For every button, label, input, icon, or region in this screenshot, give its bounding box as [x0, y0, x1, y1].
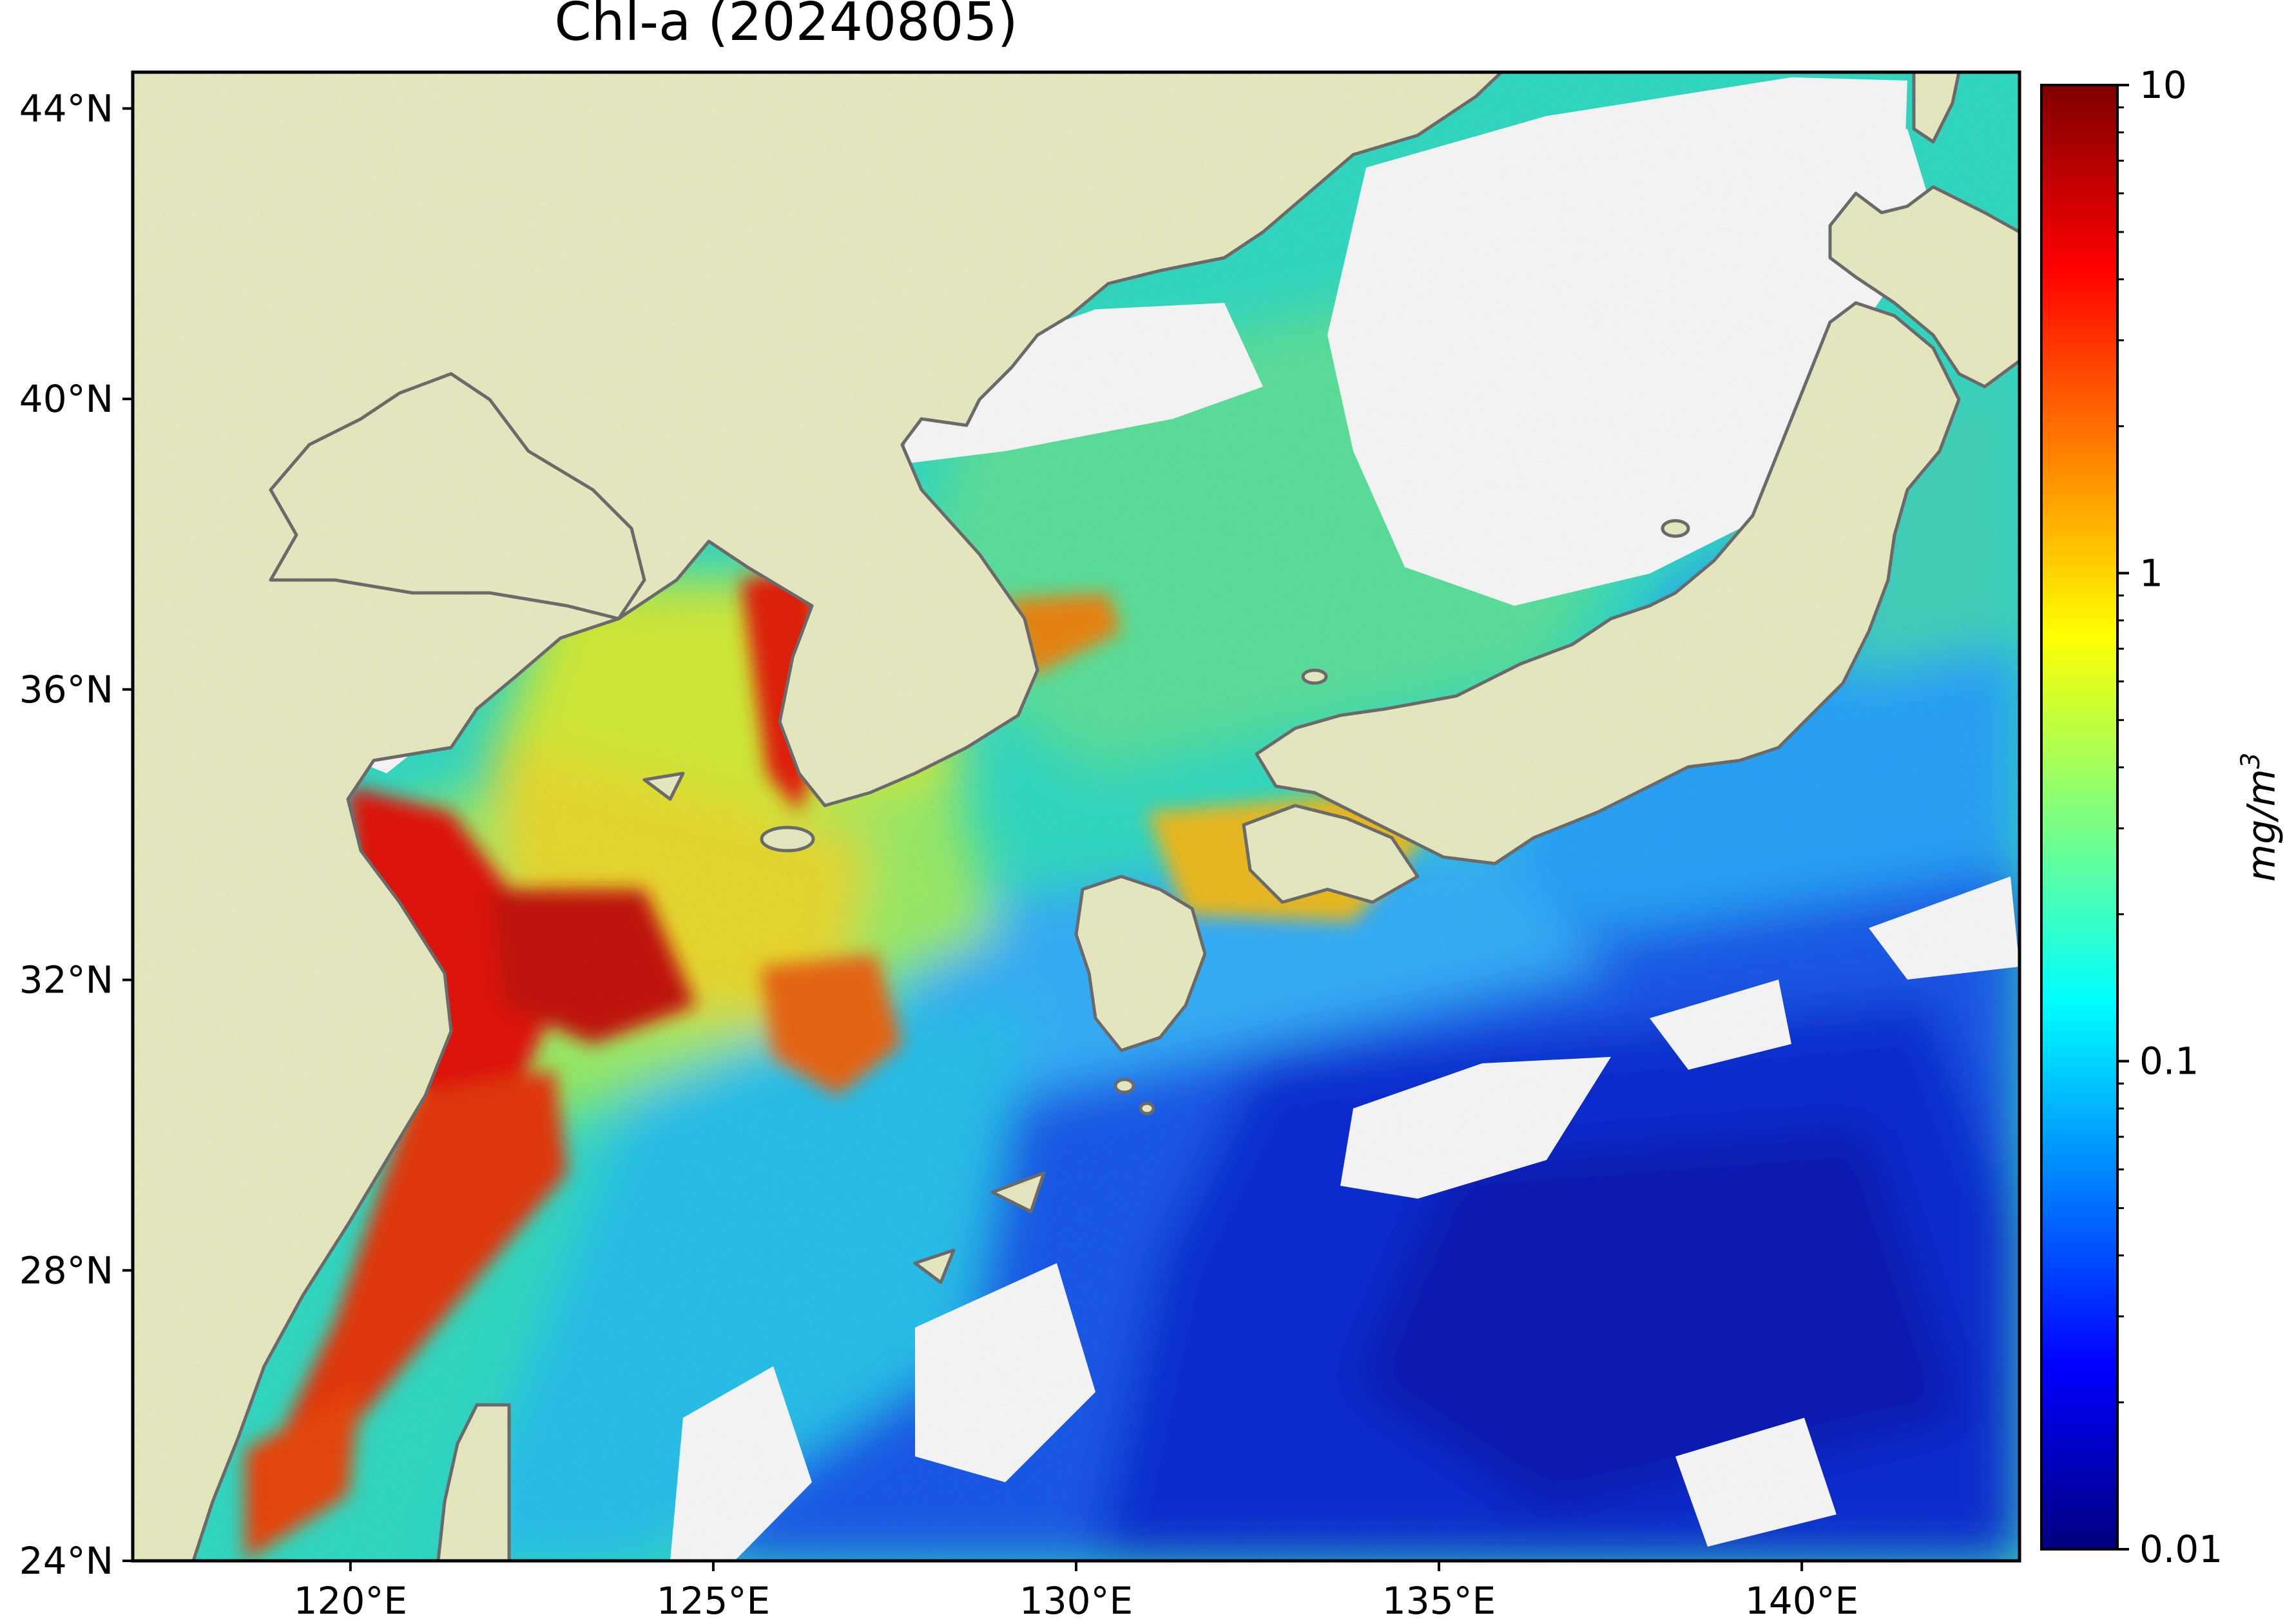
colorbar-tick-label: 0.01 — [2139, 1527, 2222, 1571]
longitude-axis: 120°E 125°E 130°E 135°E 140°E — [294, 1561, 1858, 1623]
lat-tick-label: 36°N — [19, 668, 113, 711]
lon-tick-label: 130°E — [1019, 1579, 1133, 1623]
map-panel — [133, 72, 2020, 1561]
texture-grain — [133, 72, 2020, 1561]
colorbar-tick-label: 0.1 — [2139, 1039, 2199, 1083]
lon-tick-label: 125°E — [657, 1579, 770, 1623]
lon-tick-label: 140°E — [1745, 1579, 1858, 1623]
lat-tick-label: 40°N — [19, 377, 113, 421]
colorbar-unit-label: mg/m3 — [2236, 753, 2284, 882]
lat-tick-label: 44°N — [19, 86, 113, 130]
colorbar-frame — [2040, 84, 2119, 1551]
colorbar-tick-label: 10 — [2139, 63, 2187, 107]
colorbar-ticks: 10 1 0.1 0.01 — [2117, 63, 2222, 1571]
lat-tick-label: 24°N — [19, 1539, 113, 1583]
lat-tick-label: 32°N — [19, 958, 113, 1002]
colorbar-tick-label: 1 — [2139, 551, 2163, 595]
lon-tick-label: 135°E — [1382, 1579, 1496, 1623]
lon-tick-label: 120°E — [294, 1579, 407, 1623]
latitude-axis: 24°N 28°N 32°N 36°N 40°N 44°N — [19, 86, 133, 1583]
colorbar-gradient — [2041, 85, 2117, 1549]
colorbar-minor-ticks — [2117, 106, 2124, 1404]
colorbar: 10 1 0.1 0.01 mg/m3 — [2040, 63, 2284, 1571]
lat-tick-label: 28°N — [19, 1248, 113, 1292]
map-title: Chl-a (20240805) — [554, 0, 1017, 53]
